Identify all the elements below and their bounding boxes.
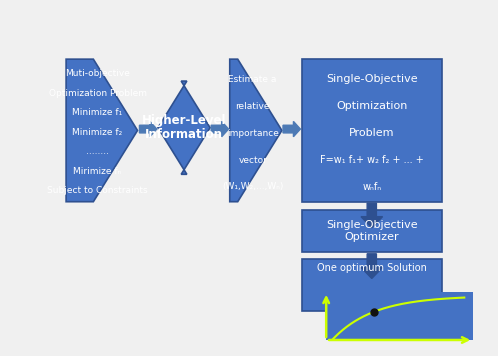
FancyBboxPatch shape [302,259,442,312]
Text: Minimize f₁: Minimize f₁ [72,108,123,117]
Text: F=w₁ f₁+ w₂ f₂ + ... +: F=w₁ f₁+ w₂ f₂ + ... + [320,155,424,165]
FancyBboxPatch shape [302,59,442,202]
Text: Single-Objective: Single-Objective [326,74,418,84]
Text: Estimate a: Estimate a [229,75,277,84]
Polygon shape [66,59,137,202]
Text: Optimizer: Optimizer [345,232,399,242]
Text: Optimization Problem: Optimization Problem [48,89,146,98]
Polygon shape [230,59,282,202]
Text: Mirimize fₙ: Mirimize fₙ [73,167,122,176]
Polygon shape [158,81,210,174]
FancyBboxPatch shape [302,210,442,252]
Text: Single-Objective: Single-Objective [326,220,418,230]
Text: vector: vector [238,156,267,164]
Text: ........: ........ [86,147,109,156]
Text: importance: importance [227,129,278,138]
Text: Muti-objective: Muti-objective [65,69,130,78]
Polygon shape [211,121,229,137]
Text: wₙfₙ: wₙfₙ [363,182,381,192]
Text: Minimize f₂: Minimize f₂ [72,128,123,137]
Text: Subject to Constraints: Subject to Constraints [47,187,148,195]
Text: Higher-Level: Higher-Level [142,114,226,127]
Text: Information: Information [145,128,223,141]
Text: Optimization: Optimization [336,101,408,111]
Polygon shape [361,254,382,278]
Polygon shape [361,203,382,228]
Text: Problem: Problem [349,128,395,138]
Polygon shape [139,121,157,137]
Text: relative: relative [236,102,270,111]
Text: One optimum Solution: One optimum Solution [317,263,427,273]
Polygon shape [283,121,300,137]
Text: (W₁,W₂,...,Wₙ): (W₁,W₂,...,Wₙ) [222,182,283,192]
